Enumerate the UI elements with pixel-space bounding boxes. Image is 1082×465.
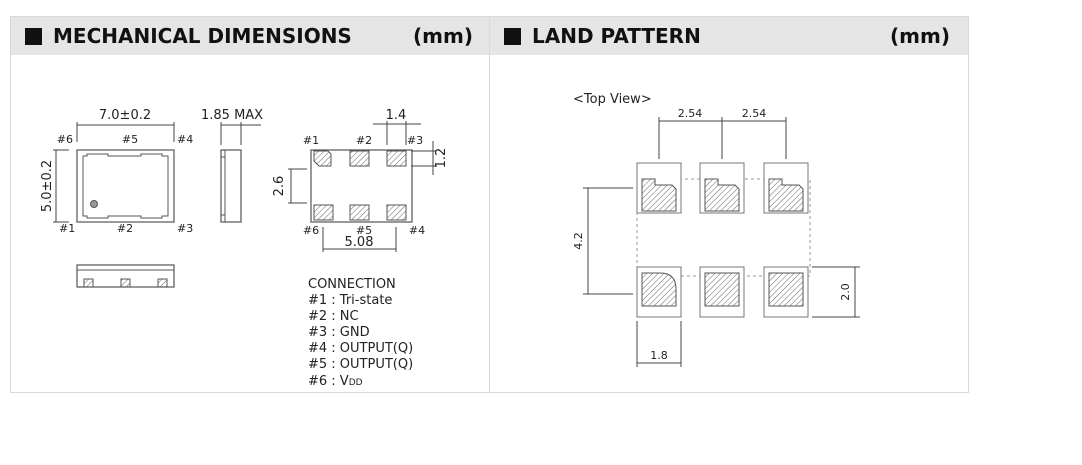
pin-label-top-3: #3 [177, 222, 193, 235]
row-span-dimension: 4.2 [572, 232, 585, 250]
land-pattern-drawing: <Top View> [572, 92, 860, 367]
pitch-right-dimension: 2.54 [742, 107, 767, 120]
pin-label-bottom-5: #5 [356, 224, 372, 237]
pad-span-vertical-dimension: 2.6 [272, 176, 287, 197]
bottom-pad-1 [313, 150, 332, 167]
pin-label-bottom-4: #4 [409, 224, 425, 237]
mechanical-unit: (mm) [413, 24, 473, 48]
bottom-pad-5 [349, 204, 370, 221]
device-pad-3 [768, 178, 804, 212]
square-bullet-icon [25, 28, 42, 45]
connection-line: #1 : Tri-state [308, 293, 392, 308]
package-top-view [76, 149, 175, 223]
device-pad-1 [641, 178, 677, 212]
pin-label-bottom-6: #6 [303, 224, 319, 237]
connection-line-vdd: #6 : VDD [308, 374, 363, 389]
device-pad-2 [704, 178, 740, 212]
thickness-dimension: 1.85 MAX [201, 108, 263, 123]
pad-width-dimension: 1.8 [650, 349, 668, 362]
connection-line: #5 : OUTPUT(Q) [308, 357, 413, 372]
device-pad-4 [768, 272, 804, 307]
land-pattern-panel: LAND PATTERN (mm) <Top View> [489, 16, 969, 393]
connection-line: #2 : NC [308, 309, 359, 324]
connection-line: #4 : OUTPUT(Q) [308, 341, 413, 356]
pitch-left-dimension: 2.54 [678, 107, 703, 120]
pad-span-horizontal-dimension: 5.08 [345, 235, 374, 250]
pin-label-top-5: #5 [122, 133, 138, 146]
pin-label-bottom-2: #2 [356, 134, 372, 147]
bottom-pad-3 [386, 150, 407, 167]
land-unit: (mm) [890, 24, 950, 48]
mechanical-title: MECHANICAL DIMENSIONS [53, 24, 352, 48]
package-bottom-view [310, 149, 413, 223]
pin-label-top-2: #2 [117, 222, 133, 235]
pin-label-top-6: #6 [57, 133, 73, 146]
connection-list: CONNECTION #1 : Tri-state #2 : NC #3 : G… [308, 277, 413, 389]
package-side-view [220, 149, 242, 223]
vdd-subscript: DD [349, 378, 363, 388]
mechanical-dimensions-panel: MECHANICAL DIMENSIONS (mm) 7.0±0.2 5.0±0… [10, 16, 490, 393]
land-header: LAND PATTERN (mm) [490, 17, 968, 55]
bottom-view-dimensions [288, 121, 436, 252]
bottom-pad-2 [349, 150, 370, 167]
device-pad-5 [704, 272, 740, 307]
mechanical-drawing: 7.0±0.2 5.0±0.2 #6 #5 #4 #1 #2 #3 1.85 M… [40, 108, 449, 389]
pin-label-bottom-3: #3 [407, 134, 423, 147]
width-dimension: 7.0±0.2 [99, 108, 151, 123]
pin-label-top-1: #1 [59, 222, 75, 235]
mechanical-header: MECHANICAL DIMENSIONS (mm) [11, 17, 489, 55]
device-pad-6 [641, 272, 677, 307]
pin-label-bottom-1: #1 [303, 134, 319, 147]
package-lid [82, 153, 169, 219]
vdd-prefix: #6 : V [308, 374, 349, 389]
package-front-view [76, 264, 175, 288]
land-title: LAND PATTERN [532, 24, 701, 48]
pad-height-dimension: 2.0 [839, 283, 852, 301]
bottom-pad-6 [313, 204, 334, 221]
land-dimensions [583, 117, 860, 367]
height-dimension: 5.0±0.2 [40, 160, 55, 212]
pin-label-top-4: #4 [177, 133, 193, 146]
top-view-label: <Top View> [573, 92, 652, 107]
top-view-dimensions [53, 122, 175, 223]
pad-height-dimension: 1.2 [434, 148, 449, 169]
pin1-marker-dot [90, 200, 98, 208]
bottom-pad-4 [386, 204, 407, 221]
connection-title: CONNECTION [308, 277, 396, 292]
land-pads [636, 162, 809, 318]
pad-pitch-dimension: 1.4 [386, 108, 407, 123]
square-bullet-icon [504, 28, 521, 45]
connection-line: #3 : GND [308, 325, 370, 340]
